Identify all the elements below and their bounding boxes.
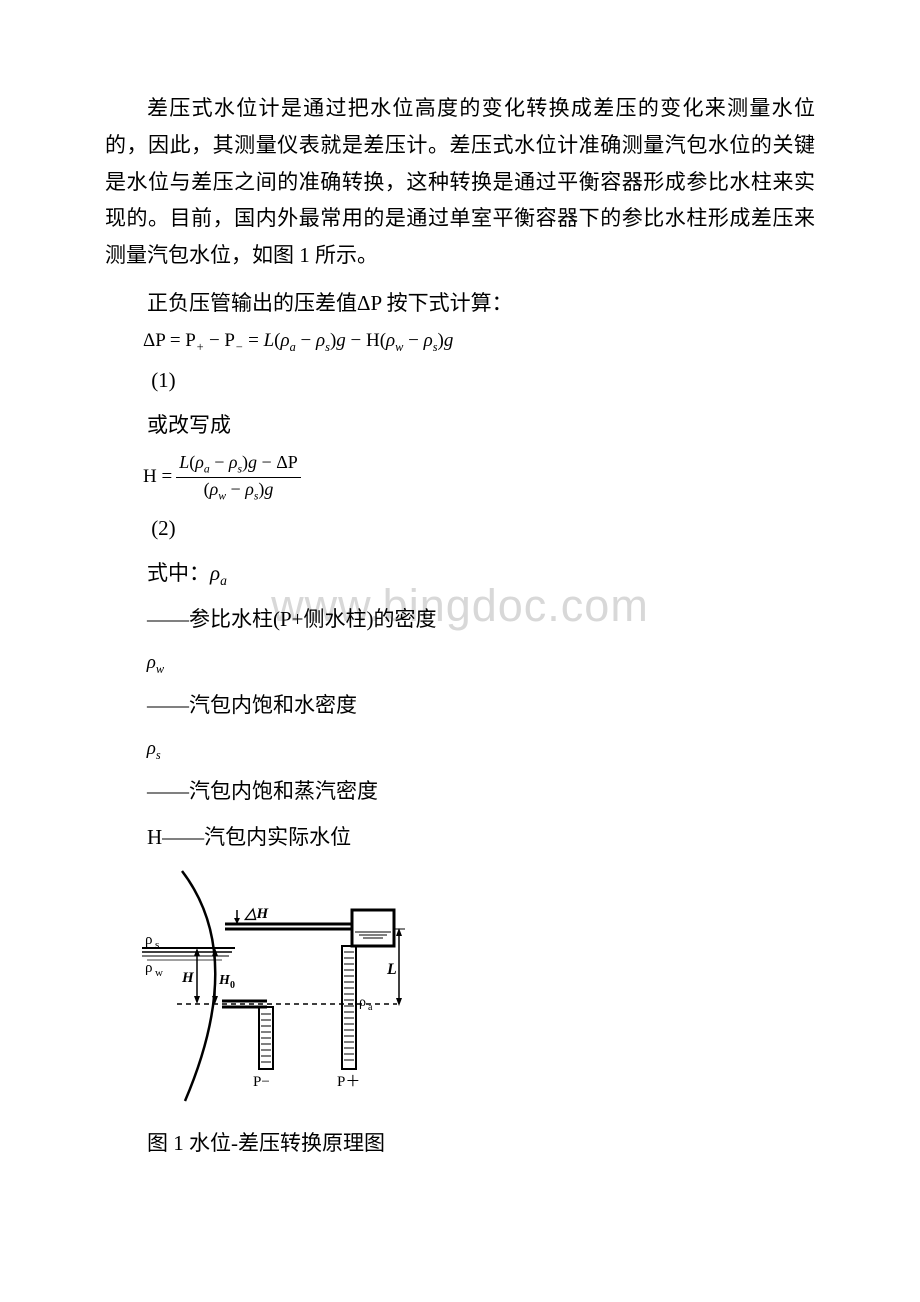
formula-1: ΔP = P+ − P− = L(ρa − ρs)g − H(ρw − ρs)g [143, 330, 815, 355]
rho-w-symbol: ρw [147, 646, 815, 680]
svg-text:H: H [181, 970, 195, 986]
svg-text:w: w [155, 967, 163, 979]
rho-s-symbol: ρs [147, 732, 815, 766]
figure-1-caption: 图 1 水位-差压转换原理图 [147, 1124, 815, 1164]
formula-1-text: ΔP = P+ − P− = L(ρa − ρs)g − H(ρw − ρs)g [143, 330, 453, 355]
rho-s-desc: ——汽包内饱和蒸汽密度 [147, 772, 815, 812]
where-label: 式中：ρa [147, 554, 815, 594]
rewrite-label: 或改写成 [147, 406, 815, 446]
delta-p-intro-line: 正负压管输出的压差值ΔP 按下式计算： [147, 284, 815, 324]
svg-text:△H: △H [243, 906, 270, 922]
svg-text:0: 0 [230, 980, 235, 991]
svg-text:P−: P− [253, 1074, 270, 1090]
H-desc: H——汽包内实际水位 [147, 818, 815, 858]
svg-text:ρ: ρ [145, 932, 153, 948]
svg-text:a: a [368, 1002, 373, 1013]
intro-paragraph: 差压式水位计是通过把水位高度的变化转换成差压的变化来测量水位的，因此，其测量仪表… [105, 90, 815, 274]
svg-text:ρ: ρ [145, 960, 153, 976]
svg-text:L: L [386, 961, 397, 978]
svg-text:ρ: ρ [359, 995, 366, 1010]
formula-1-number: (1) [151, 362, 815, 400]
diagram-svg: △H ρ s ρ w [137, 866, 417, 1111]
formula-2: H = L(ρa − ρs)g − ΔP (ρw − ρs)g [143, 452, 815, 502]
document-content: 差压式水位计是通过把水位高度的变化转换成差压的变化来测量水位的，因此，其测量仪表… [105, 90, 815, 1164]
svg-text:s: s [155, 939, 159, 951]
formula-2-number: (2) [151, 510, 815, 548]
where-label-text: 式中： [147, 561, 210, 585]
figure-1-diagram: △H ρ s ρ w [137, 866, 815, 1116]
rho-a-desc: ——参比水柱(P+侧水柱)的密度 [147, 600, 815, 640]
rho-w-desc: ——汽包内饱和水密度 [147, 686, 815, 726]
svg-text:P＋: P＋ [337, 1074, 360, 1090]
